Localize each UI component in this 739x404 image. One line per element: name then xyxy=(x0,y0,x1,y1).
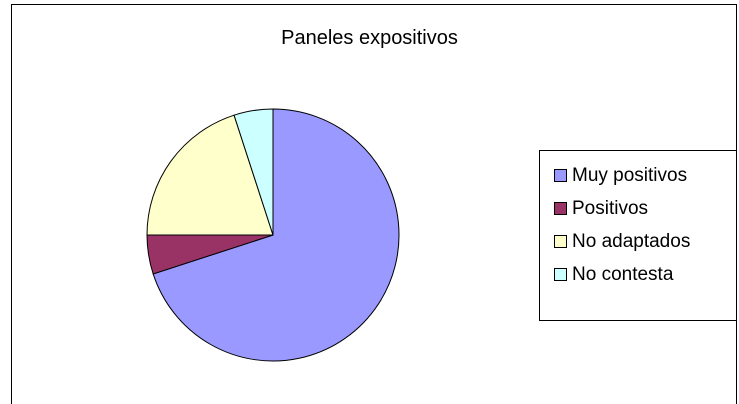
legend-swatch xyxy=(554,235,567,248)
legend-item-no-adaptados: No adaptados xyxy=(540,225,736,258)
legend-item-muy-positivos: Muy positivos xyxy=(540,159,736,192)
legend-swatch xyxy=(554,169,567,182)
pie-slice-no-contesta xyxy=(233,108,274,236)
legend-label: Muy positivos xyxy=(572,164,688,186)
legend-swatch xyxy=(554,268,567,281)
pie-slice-no-adaptados xyxy=(146,114,274,236)
legend-label: Positivos xyxy=(572,197,649,219)
chart-title: Paneles expositivos xyxy=(281,27,458,49)
legend-label: No adaptados xyxy=(572,230,691,252)
legend-label: No contesta xyxy=(572,263,674,285)
legend-swatch xyxy=(554,202,567,215)
legend-item-no-contesta: No contesta xyxy=(540,258,736,291)
pie-chart xyxy=(146,108,400,362)
pie-slice-muy-positivos xyxy=(152,108,400,362)
legend: Muy positivos Positivos No adaptados No … xyxy=(539,150,737,321)
legend-item-positivos: Positivos xyxy=(540,192,736,225)
